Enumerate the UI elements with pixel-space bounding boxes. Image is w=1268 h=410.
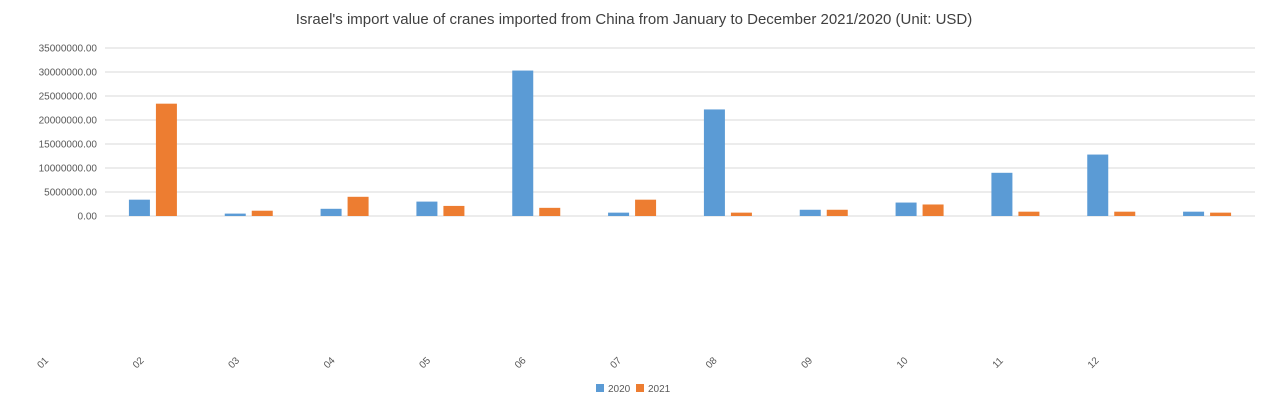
bar-2021-04 — [443, 205, 465, 216]
x-tick-label: 07 — [608, 355, 624, 371]
bar-2020-06 — [608, 212, 630, 216]
bar-2021-11 — [1114, 211, 1136, 216]
bar-2021-02 — [251, 210, 273, 216]
x-tick-label: 03 — [226, 355, 242, 371]
bar-2020-05 — [512, 70, 534, 216]
bars — [128, 70, 1232, 216]
y-tick-label: 20000000.00 — [39, 116, 98, 127]
legend-swatch-2021 — [636, 384, 644, 392]
bar-2020-12 — [1183, 211, 1205, 216]
legend-label: 2021 — [648, 384, 671, 395]
chart-title: Israel's import value of cranes imported… — [296, 11, 972, 28]
gridlines — [105, 47, 1255, 217]
legend-label: 2020 — [608, 384, 631, 395]
y-tick-label: 10000000.00 — [39, 164, 98, 175]
x-tick-label: 09 — [799, 355, 815, 371]
bar-2021-05 — [539, 207, 561, 216]
y-tick-label: 5000000.00 — [44, 188, 97, 199]
bar-2021-07 — [730, 212, 752, 216]
bar-2021-06 — [635, 199, 657, 216]
x-axis-tick-labels: 01 02 03 04 05 06 07 08 09 10 11 12 — [35, 355, 1101, 371]
bar-2020-02 — [224, 213, 246, 216]
x-tick-label: 10 — [895, 355, 911, 371]
y-axis-tick-labels: 0.00 5000000.00 10000000.00 15000000.00 2000… — [39, 44, 98, 223]
bar-2021-10 — [1018, 211, 1040, 216]
x-tick-label: 04 — [322, 355, 338, 371]
x-tick-label: 11 — [991, 355, 1006, 370]
legend-swatch-2020 — [596, 384, 604, 392]
bar-2020-03 — [320, 208, 342, 216]
bar-2020-10 — [991, 172, 1013, 216]
bar-2020-01 — [128, 199, 150, 216]
bar-2021-09 — [922, 204, 944, 216]
bar-2021-03 — [347, 196, 369, 216]
bar-2020-04 — [416, 201, 438, 216]
x-tick-label: 06 — [513, 355, 529, 371]
x-tick-label: 02 — [131, 355, 147, 371]
y-tick-label: 0.00 — [78, 212, 98, 223]
x-tick-label: 01 — [35, 355, 51, 371]
bar-2021-12 — [1210, 212, 1232, 216]
bar-2020-11 — [1087, 154, 1109, 216]
y-tick-label: 15000000.00 — [39, 140, 98, 151]
legend: 2020 2021 — [596, 384, 671, 395]
x-tick-label: 05 — [417, 355, 433, 371]
y-tick-label: 35000000.00 — [39, 44, 98, 55]
y-tick-label: 30000000.00 — [39, 68, 98, 79]
x-tick-label: 08 — [704, 355, 720, 371]
x-tick-label: 12 — [1086, 355, 1102, 371]
bar-2020-09 — [895, 202, 917, 216]
bar-2021-08 — [826, 209, 848, 216]
y-tick-label: 25000000.00 — [39, 92, 98, 103]
bar-2020-08 — [799, 209, 821, 216]
bar-2021-01 — [155, 103, 177, 216]
bar-2020-07 — [703, 109, 725, 216]
